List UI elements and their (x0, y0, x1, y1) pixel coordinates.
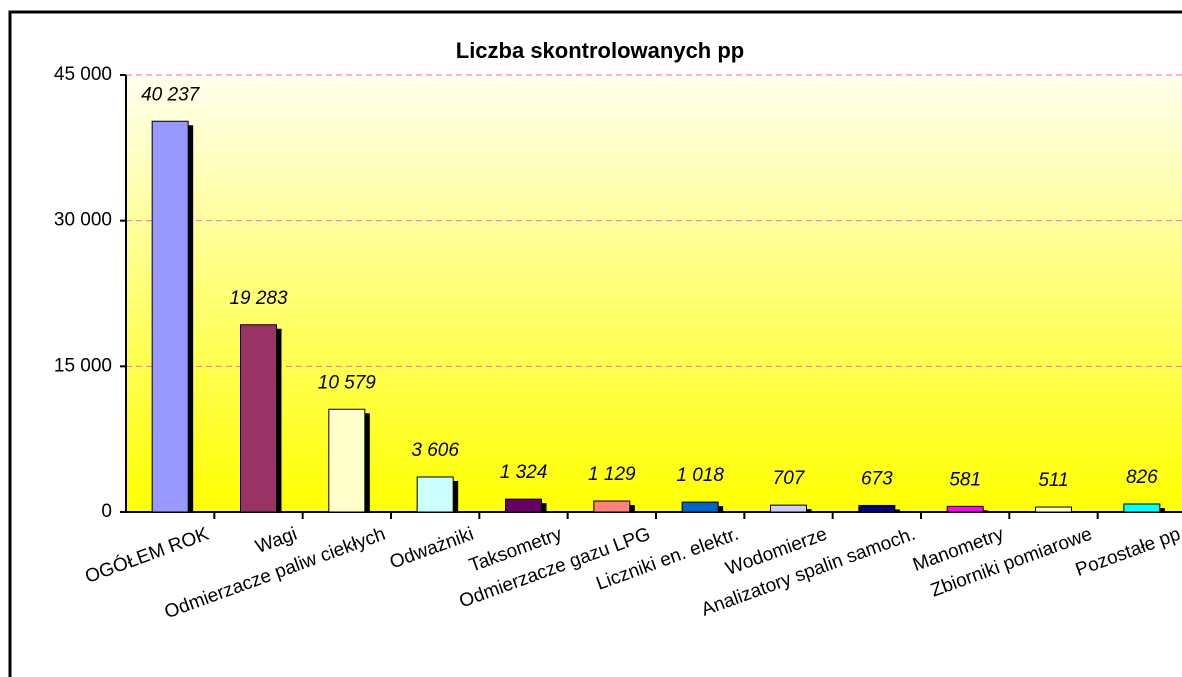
value-label: 1 129 (588, 464, 636, 485)
bar (416, 476, 454, 513)
value-label: 673 (861, 468, 893, 489)
value-label: 581 (949, 469, 981, 490)
y-tick-label: 0 (101, 501, 112, 522)
value-label: 707 (773, 468, 806, 489)
value-label: 1 018 (676, 465, 724, 486)
value-label: 3 606 (411, 440, 459, 461)
value-label: 1 324 (500, 462, 548, 483)
y-tick-label: 30 000 (54, 210, 112, 231)
chart-title: Liczba skontrolowanych pp (456, 38, 744, 63)
bar (505, 498, 542, 513)
value-label: 40 237 (141, 84, 201, 105)
bar (770, 504, 807, 513)
bar (1123, 503, 1161, 513)
value-label: 10 579 (318, 372, 377, 393)
bar (328, 408, 366, 513)
bar (593, 500, 631, 513)
plot-area (126, 75, 1182, 512)
bar (681, 501, 719, 513)
y-tick-label: 15 000 (54, 355, 112, 376)
bar (946, 505, 984, 513)
value-label: 19 283 (229, 288, 288, 309)
bar (240, 324, 277, 513)
bar (858, 504, 896, 513)
bar (151, 120, 189, 513)
y-tick-label: 45 000 (54, 64, 112, 85)
value-label: 511 (1038, 470, 1068, 491)
value-label: 826 (1126, 467, 1158, 488)
bar (1035, 506, 1072, 513)
